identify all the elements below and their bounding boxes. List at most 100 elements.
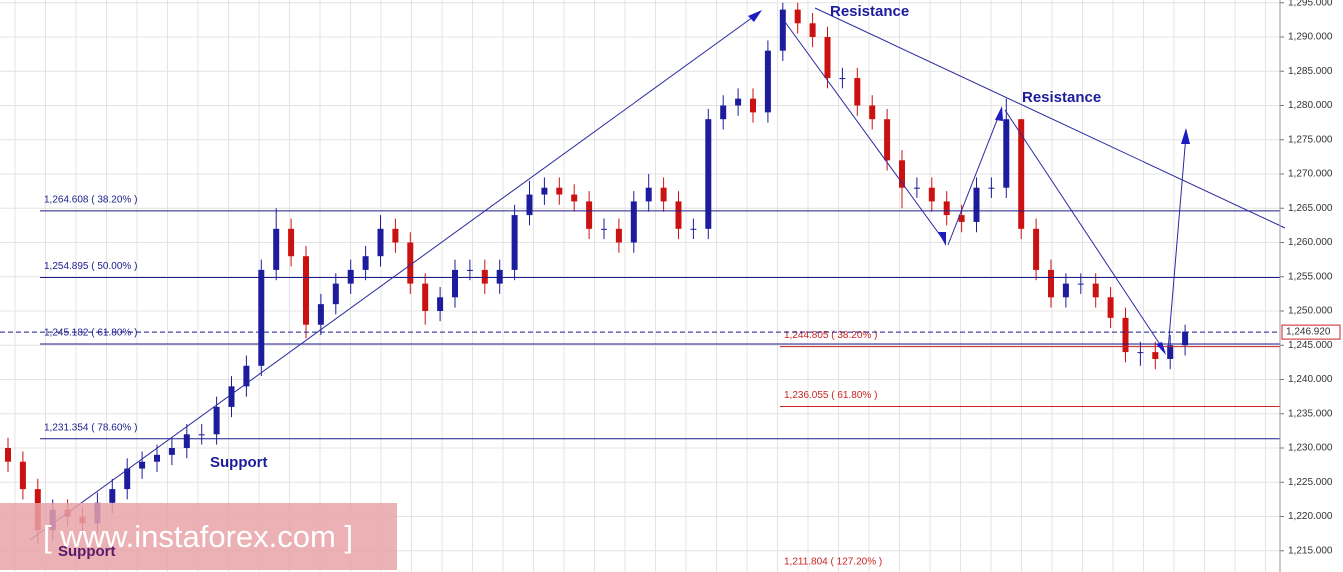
y-tick-label: 1,255.000 (1288, 271, 1333, 282)
candle-body (183, 434, 190, 449)
candle-body (139, 461, 146, 469)
y-tick-label: 1,290.000 (1288, 32, 1333, 43)
candle-body (5, 448, 11, 462)
candle-body (1048, 269, 1054, 298)
candle-body (332, 283, 339, 305)
candle-body (407, 242, 414, 284)
candle-body (1033, 228, 1040, 270)
candle-body (913, 187, 920, 189)
candle-body (1062, 283, 1069, 298)
candle-body (422, 283, 429, 312)
candle-body (794, 9, 801, 24)
trend-line (947, 109, 1002, 246)
trend-line (1004, 109, 1166, 353)
y-tick-label: 1,285.000 (1288, 66, 1333, 77)
trend-line (814, 7, 1286, 229)
candle-body (452, 269, 458, 298)
candle-body (928, 187, 935, 202)
candle-body (198, 434, 205, 436)
y-tick-label: 1,295.000 (1288, 0, 1333, 8)
candle-body (720, 105, 727, 120)
candle-body (154, 454, 160, 462)
candle-body (124, 468, 131, 490)
candle-body (779, 9, 786, 51)
candle-body (317, 304, 324, 325)
candle-body (213, 406, 220, 435)
candle-body (1107, 297, 1114, 318)
y-tick-label: 1,280.000 (1288, 100, 1333, 111)
trend-line (29, 11, 761, 541)
candle-body (645, 187, 652, 202)
candle-body (288, 228, 295, 257)
trend-line (1167, 134, 1187, 351)
candle-body (481, 269, 488, 284)
candle-body (899, 160, 905, 188)
y-tick-label: 1,230.000 (1288, 443, 1333, 454)
arrow-head (938, 232, 946, 246)
candle-body (675, 201, 682, 229)
arrow-head (1181, 128, 1190, 144)
candle-body (839, 78, 846, 80)
candle-body (735, 98, 742, 106)
candle-body (1092, 283, 1099, 298)
y-tick-label: 1,215.000 (1288, 545, 1333, 556)
candle-body (630, 201, 637, 243)
y-tick-label: 1,225.000 (1288, 477, 1333, 488)
arrow-heads (748, 10, 1190, 355)
trend-lines (29, 7, 1286, 541)
fib-label: 1,254.895 ( 50.00% ) (44, 261, 137, 272)
arrow-head (1156, 342, 1166, 355)
candle-body (228, 386, 235, 407)
annotation: Resistance (1022, 89, 1101, 106)
candle-body (958, 215, 965, 222)
candle-body (303, 256, 309, 325)
candle-body (109, 489, 116, 503)
candle-body (1182, 331, 1189, 346)
candle-body (392, 228, 399, 243)
candle-body (377, 228, 384, 257)
candle-body (660, 187, 667, 202)
candle-body (273, 228, 280, 270)
y-tick-label: 1,260.000 (1288, 237, 1333, 248)
y-tick-label: 1,250.000 (1288, 306, 1333, 317)
candle-body (1137, 352, 1144, 354)
annotation: Resistance (830, 3, 909, 20)
fib-label: 1,231.354 ( 78.60% ) (44, 422, 137, 433)
candle-body (243, 365, 250, 387)
current-price-box (1281, 324, 1341, 340)
annotation: Support (58, 543, 116, 560)
candle-body (943, 201, 950, 216)
trend-line (784, 21, 946, 243)
candle-body (586, 201, 593, 229)
candle-body (541, 187, 548, 195)
candle-body (1003, 119, 1010, 188)
y-tick-label: 1,240.000 (1288, 374, 1333, 385)
candle-body (824, 36, 831, 79)
y-tick-label: 1,265.000 (1288, 203, 1333, 214)
candle-body (854, 78, 861, 106)
arrow-head (995, 106, 1003, 121)
candle-body (496, 269, 503, 284)
annotation: Support (210, 454, 268, 471)
candle-body (869, 105, 876, 120)
y-tick-label: 1,235.000 (1288, 408, 1333, 419)
candle-body (526, 194, 533, 216)
candle-body (168, 448, 175, 455)
candle-body (1077, 283, 1084, 285)
candle-body (511, 215, 518, 270)
candle-body (764, 50, 771, 113)
candle-body (571, 194, 578, 202)
y-tick-label: 1,270.000 (1288, 169, 1333, 180)
fib-label: 1,245.182 ( 61.80% ) (44, 328, 137, 339)
arrow-head (748, 10, 762, 22)
fib-label: 1,244.805 ( 38.20% ) (784, 330, 877, 341)
candle-body (347, 269, 354, 284)
candle-body (362, 256, 369, 270)
watermark-box (0, 503, 397, 570)
candle-body (1018, 119, 1025, 229)
fib-label: 1,264.608 ( 38.20% ) (44, 195, 137, 206)
candle-body (556, 187, 563, 195)
candle-body (973, 187, 980, 222)
